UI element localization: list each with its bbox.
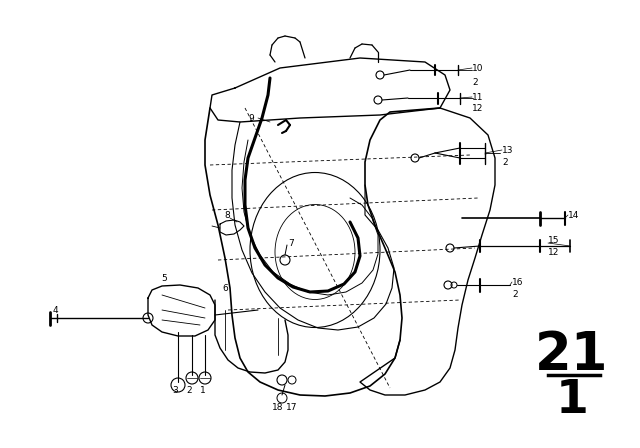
Text: 8: 8 <box>224 211 230 220</box>
Text: 9: 9 <box>248 113 254 122</box>
Text: 16: 16 <box>512 277 524 287</box>
Text: 1: 1 <box>200 385 206 395</box>
Text: 2: 2 <box>502 158 508 167</box>
Text: 2: 2 <box>186 385 192 395</box>
Text: 17: 17 <box>286 402 298 412</box>
Text: 21: 21 <box>535 329 609 381</box>
Text: 7: 7 <box>288 238 294 247</box>
Text: 12: 12 <box>548 247 559 257</box>
Text: 4: 4 <box>52 306 58 314</box>
Text: 12: 12 <box>472 103 483 112</box>
Text: 6: 6 <box>222 284 228 293</box>
Text: 2: 2 <box>472 78 477 86</box>
Text: 5: 5 <box>161 273 167 283</box>
Text: 11: 11 <box>472 92 483 102</box>
Text: 15: 15 <box>548 236 559 245</box>
Text: 3: 3 <box>172 385 178 395</box>
Text: 18: 18 <box>272 402 284 412</box>
Text: 2: 2 <box>512 289 518 298</box>
Text: 1: 1 <box>556 378 588 422</box>
Text: 13: 13 <box>502 146 513 155</box>
Text: 10: 10 <box>472 64 483 73</box>
Text: 14: 14 <box>568 211 579 220</box>
